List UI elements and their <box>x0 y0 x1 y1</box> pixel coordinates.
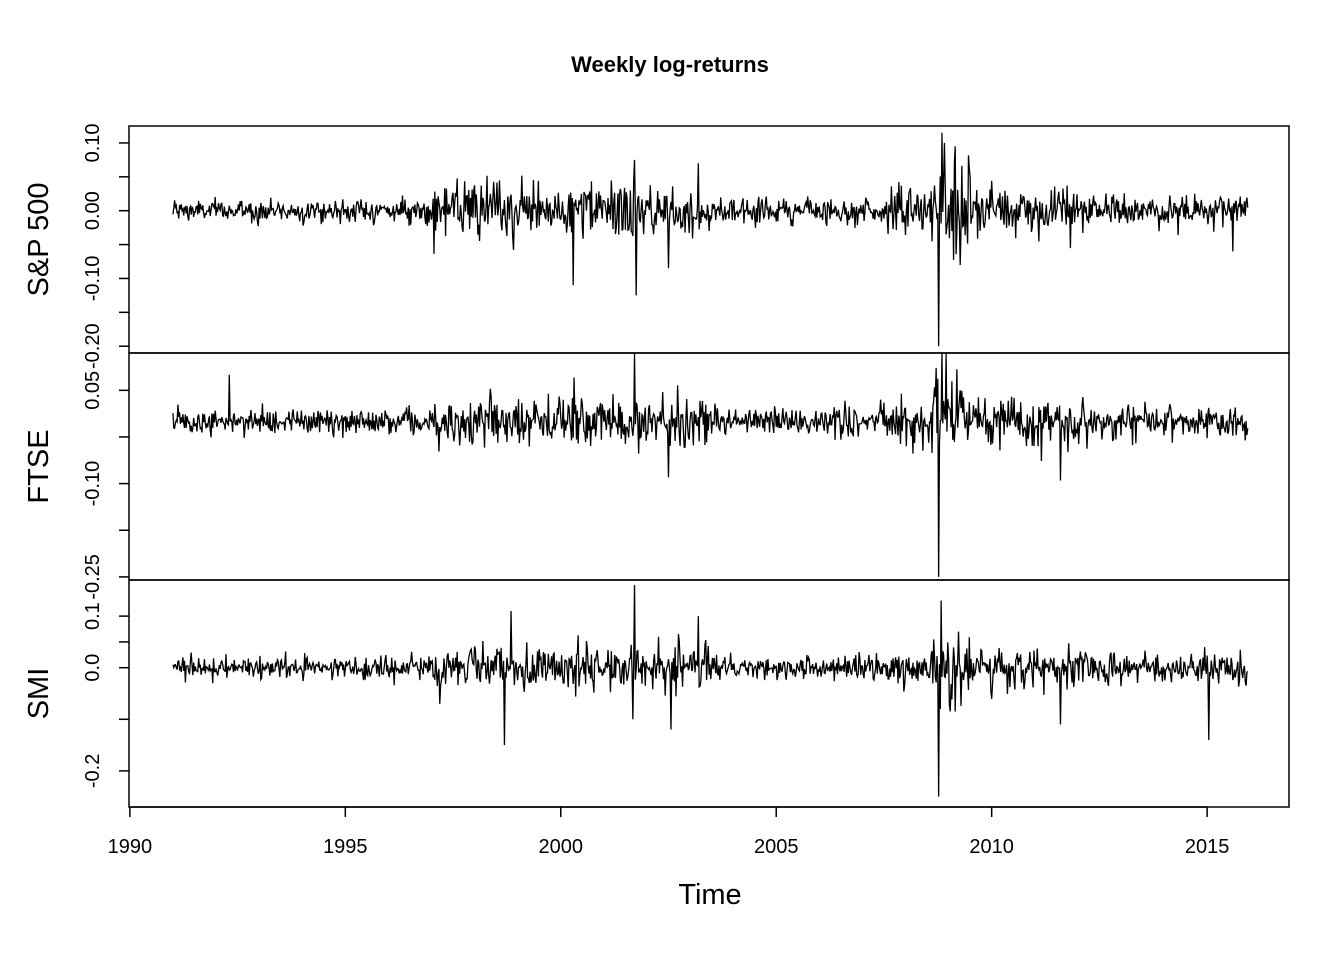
x-tick-label: 2005 <box>754 836 799 858</box>
panels: 0.10 0.00 -0.10 -0.20 S&P 500 0.05 -0.10 -0.25 F… <box>23 123 1290 808</box>
panel-frame <box>128 125 1290 354</box>
panel-0: 0.10 0.00 -0.10 -0.20 S&P 500 <box>23 123 1290 369</box>
series-line <box>172 585 1249 797</box>
x-tick-label: 2010 <box>969 836 1014 858</box>
x-tick-label: 1995 <box>323 836 368 858</box>
y-tick-label: 0.05 <box>82 371 104 410</box>
y-tick-label: -0.2 <box>82 754 104 788</box>
y-tick-label: 0.0 <box>82 654 104 682</box>
panel-frame <box>128 579 1290 808</box>
y-tick-label: 0.10 <box>82 123 104 162</box>
x-tick-label: 1990 <box>108 836 153 858</box>
panel-1: 0.05 -0.10 -0.25 FTSE <box>23 352 1290 600</box>
x-axis-title: Time <box>678 879 741 911</box>
series-line <box>172 352 1249 577</box>
x-axis: 1990 1995 2000 2005 2010 2015 <box>108 806 1230 858</box>
series-name: FTSE <box>23 429 55 503</box>
series-name: SMI <box>23 668 55 720</box>
y-tick-label: -0.10 <box>82 256 104 302</box>
y-tick-label: 0.00 <box>82 191 104 230</box>
series-name: S&P 500 <box>23 183 55 297</box>
series-line <box>172 132 1249 347</box>
y-tick-label: -0.25 <box>82 554 104 600</box>
panel-frame <box>128 352 1290 581</box>
panel-2: 0.1 0.0 -0.2 SMI <box>23 579 1290 808</box>
x-tick-label: 2000 <box>539 836 584 858</box>
y-tick-label: -0.20 <box>82 323 104 369</box>
chart-title: Weekly log-returns <box>571 52 769 77</box>
y-tick-label: -0.10 <box>82 461 104 507</box>
x-tick-label: 2015 <box>1185 836 1230 858</box>
y-tick-label: 0.1 <box>82 602 104 630</box>
